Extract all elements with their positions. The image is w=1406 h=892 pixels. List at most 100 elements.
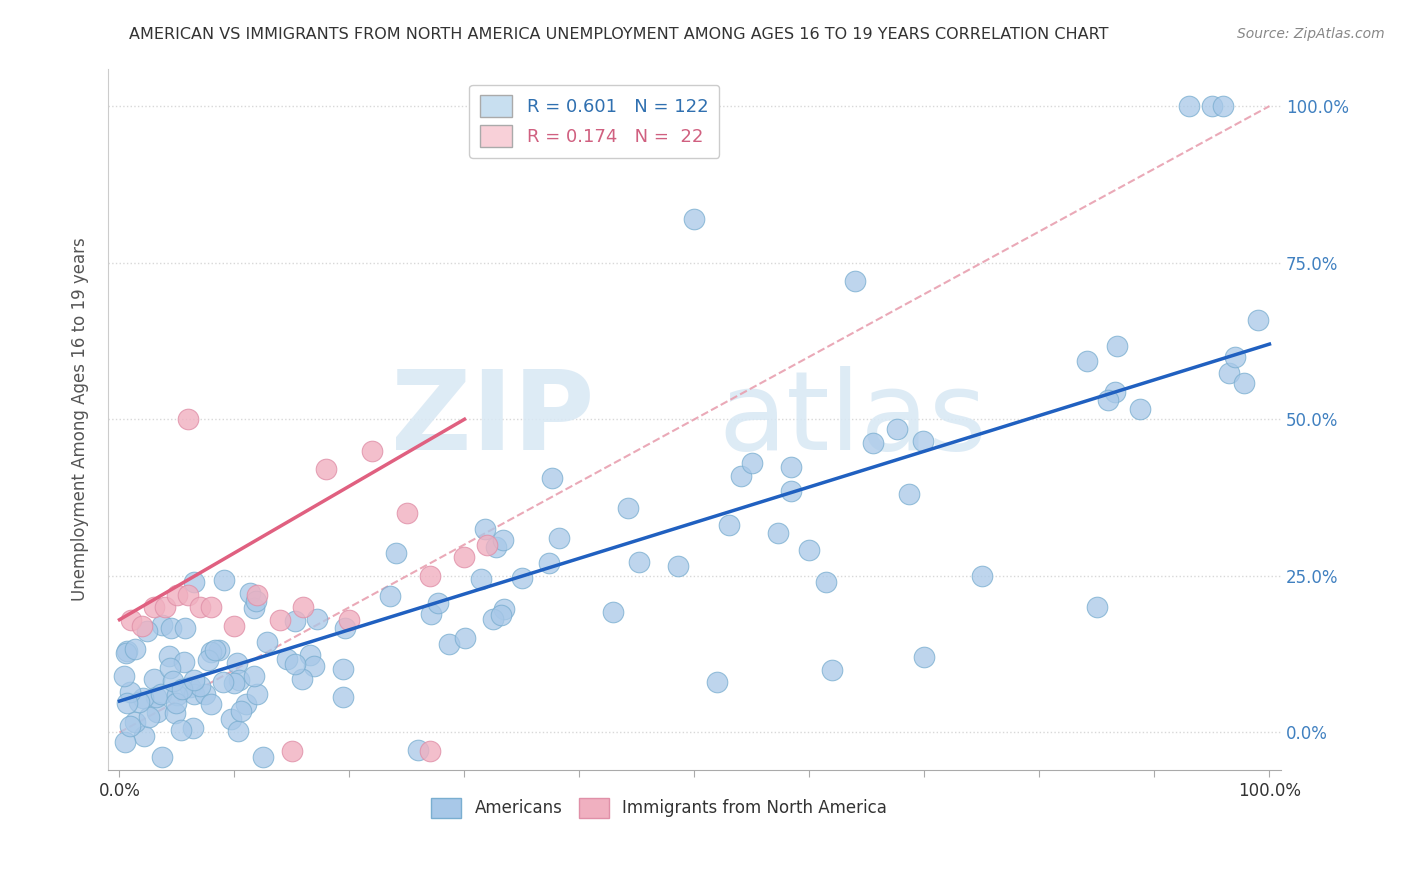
Point [143,672,166,686]
Point [766,526,789,541]
Text: Source: ZipAtlas.com: Source: ZipAtlas.com [1237,27,1385,41]
Point [194,687,217,701]
Point [229,704,252,718]
Point [177,588,200,602]
Point [1107,339,1129,353]
Point [492,602,515,616]
Point [177,412,200,426]
Point [291,672,314,686]
Point [181,721,204,735]
Point [276,652,298,666]
Point [305,612,328,626]
Point [512,571,534,585]
Point [219,712,242,726]
Point [419,744,441,758]
Point [200,697,222,711]
Point [124,642,146,657]
Point [1076,354,1098,368]
Point [115,644,138,658]
Point [385,545,408,559]
Point [482,612,505,626]
Point [540,471,562,485]
Point [474,522,496,536]
Point [333,621,356,635]
Point [489,607,512,622]
Point [284,614,307,628]
Point [228,673,250,688]
Point [1212,99,1234,113]
Point [1085,600,1108,615]
Point [252,750,274,764]
Point [246,588,269,602]
Point [134,729,156,743]
Point [269,613,291,627]
Point [207,643,229,657]
Point [136,624,159,638]
Point [780,459,803,474]
Point [172,681,194,696]
Point [222,675,245,690]
Point [284,657,307,672]
Point [226,723,249,738]
Point [115,646,138,660]
Point [453,549,475,564]
Point [419,607,441,621]
Point [246,687,269,701]
Point [844,275,866,289]
Point [477,537,499,551]
Point [155,600,177,615]
Point [173,621,195,635]
Point [315,462,337,476]
Point [628,555,651,569]
Point [197,653,219,667]
Point [166,588,188,602]
Point [150,750,173,764]
Point [165,696,187,710]
Point [112,669,135,683]
Point [1129,401,1152,416]
Point [395,506,418,520]
Point [117,696,139,710]
Point [730,469,752,483]
Point [914,650,936,665]
Text: AMERICAN VS IMMIGRANTS FROM NORTH AMERICA UNEMPLOYMENT AMONG AGES 16 TO 19 YEARS: AMERICAN VS IMMIGRANTS FROM NORTH AMERIC… [129,27,1108,42]
Point [886,422,908,436]
Point [538,556,561,570]
Point [179,680,201,694]
Point [225,656,247,670]
Text: ZIP: ZIP [391,366,595,473]
Point [124,714,146,729]
Y-axis label: Unemployment Among Ages 16 to 19 years: Unemployment Among Ages 16 to 19 years [72,237,89,601]
Point [143,600,166,615]
Point [862,436,884,450]
Point [120,685,142,699]
Point [160,622,183,636]
Point [242,669,264,683]
Point [138,710,160,724]
Point [157,648,180,663]
Point [1201,99,1223,113]
Point [439,637,461,651]
Point [165,706,187,720]
Point [706,675,728,690]
Point [427,596,450,610]
Point [131,619,153,633]
Point [970,569,993,583]
Point [897,486,920,500]
Point [1104,384,1126,399]
Point [1233,376,1256,391]
Point [212,674,235,689]
Point [200,600,222,615]
Point [204,643,226,657]
Point [602,605,624,619]
Point [406,742,429,756]
Point [821,663,844,677]
Point [114,734,136,748]
Point [188,679,211,693]
Point [188,600,211,615]
Point [485,540,508,554]
Point [717,518,740,533]
Point [298,648,321,662]
Point [183,673,205,687]
Point [173,655,195,669]
